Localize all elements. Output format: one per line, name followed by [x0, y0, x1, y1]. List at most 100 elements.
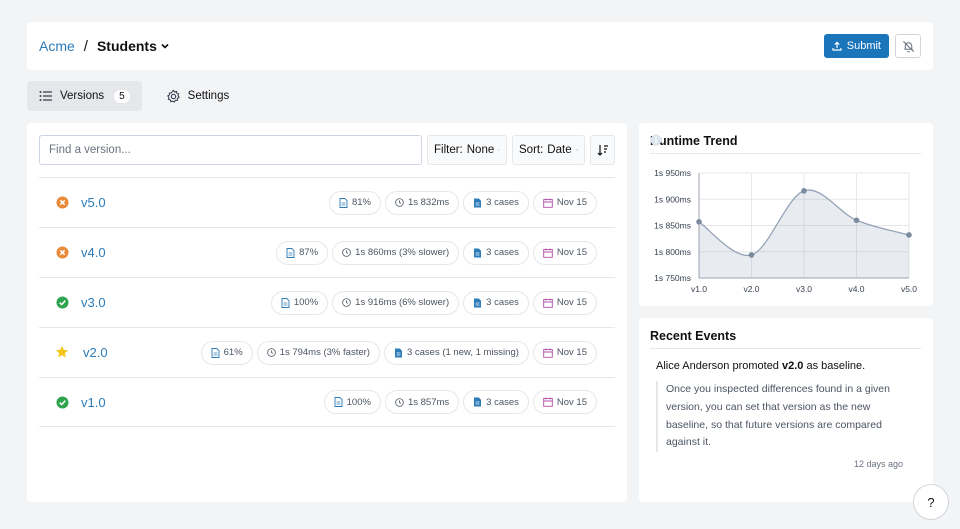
breadcrumb-team-link[interactable]: Acme	[39, 38, 75, 54]
cases-value: 3 cases	[486, 197, 519, 208]
coverage-value: 87%	[299, 247, 319, 258]
cases-pill: 3 cases	[463, 190, 529, 215]
date-pill: Nov 15	[532, 190, 597, 215]
runtime-value: 1s 860ms (3% slower)	[355, 247, 450, 258]
versions-panel: Filter: None Sort: Date v5.0 81% 1s 832ms 3…	[27, 123, 627, 502]
y-tick-label: 1s 800ms	[654, 247, 691, 257]
sort-direction-button[interactable]	[590, 135, 615, 165]
runtime-value: 1s 916ms (6% slower)	[355, 297, 450, 308]
x-tick-label: v1.0	[691, 284, 707, 294]
runtime-trend-title-wrap: Runtime Trend	[650, 134, 738, 148]
date-value: Nov 15	[556, 297, 587, 308]
cases-pill: 3 cases	[463, 390, 529, 414]
cases-pill: 3 cases (1 new, 1 missing)	[383, 340, 529, 365]
project-selector[interactable]: Students	[97, 38, 170, 54]
runtime-point[interactable]	[748, 252, 755, 258]
version-name-link[interactable]: v2.0	[83, 345, 108, 360]
coverage-document-icon	[211, 347, 220, 358]
event-action-pre: promoted	[732, 360, 779, 372]
date-pill: Nov 15	[532, 390, 597, 414]
version-name-link[interactable]: v3.0	[81, 295, 106, 310]
event-headline: Alice Anderson promoted v2.0 as baseline…	[656, 360, 865, 372]
cases-value: 3 cases	[486, 297, 519, 308]
date-pill: Nov 15	[532, 240, 597, 265]
failed-status-icon	[56, 196, 69, 209]
y-tick-label: 1s 900ms	[654, 194, 691, 204]
coverage-pill: 81%	[328, 190, 381, 215]
runtime-area	[699, 190, 909, 278]
runtime-point[interactable]	[853, 217, 860, 224]
coverage-value: 81%	[351, 197, 371, 208]
tab-versions[interactable]: Versions 5	[27, 81, 142, 111]
date-pill: Nov 15	[532, 290, 597, 315]
coverage-pill: 100%	[323, 390, 381, 414]
version-row[interactable]: v4.0 87% 1s 860ms (3% slower) 3 cases Nov 15	[39, 227, 615, 277]
submit-button[interactable]: Submit	[823, 34, 889, 58]
x-tick-label: v2.0	[743, 284, 759, 294]
failed-status-icon	[56, 246, 69, 259]
sort-value: Date	[547, 144, 572, 156]
calendar-icon	[543, 248, 553, 258]
search-input[interactable]	[39, 135, 422, 165]
sort-descending-icon	[597, 145, 608, 156]
cases-value: 3 cases	[486, 247, 519, 258]
version-stats: 61% 1s 794ms (3% faster) 3 cases (1 new, 1…	[200, 340, 597, 365]
version-row[interactable]: v2.0 61% 1s 794ms (3% faster) 3 cases (1 ne…	[39, 327, 615, 377]
date-value: Nov 15	[556, 347, 587, 358]
help-button[interactable]: ?	[913, 484, 949, 520]
coverage-document-icon	[281, 297, 290, 308]
calendar-icon	[543, 397, 553, 407]
runtime-point[interactable]	[696, 219, 702, 225]
top-bar: Acme / Students Submit	[27, 22, 933, 70]
cases-document-icon	[474, 248, 482, 257]
version-name-link[interactable]: v4.0	[81, 245, 106, 260]
clock-icon	[395, 397, 404, 407]
coverage-pill: 100%	[270, 290, 329, 315]
info-icon[interactable]	[650, 134, 662, 146]
cases-pill: 3 cases	[463, 290, 529, 315]
coverage-value: 100%	[293, 297, 319, 308]
version-list: v5.0 81% 1s 832ms 3 cases Nov 15 v4.0 87% 1s 86…	[39, 177, 615, 427]
calendar-icon	[543, 348, 553, 358]
sort-dropdown[interactable]: Sort: Date	[512, 135, 585, 165]
runtime-value: 1s 832ms	[407, 197, 450, 208]
tab-settings[interactable]: Settings	[154, 81, 242, 111]
version-stats: 100% 1s 857ms 3 cases Nov 15	[323, 390, 597, 414]
runtime-trend-divider	[650, 153, 921, 154]
filter-value: None	[466, 144, 495, 156]
y-tick-label: 1s 750ms	[654, 273, 691, 283]
coverage-value: 100%	[346, 396, 371, 408]
date-pill: Nov 15	[532, 340, 597, 365]
runtime-point[interactable]	[906, 232, 912, 238]
runtime-point[interactable]	[801, 188, 807, 194]
filter-label: Filter:	[434, 144, 463, 156]
version-row[interactable]: v1.0 100% 1s 857ms 3 cases Nov 15	[39, 377, 615, 427]
breadcrumb-separator: /	[83, 37, 88, 55]
version-stats: 81% 1s 832ms 3 cases Nov 15	[328, 190, 597, 215]
topbar-actions: Submit	[823, 34, 921, 58]
version-name-link[interactable]: v1.0	[81, 394, 106, 410]
cases-document-icon	[394, 348, 402, 357]
cases-document-icon	[474, 298, 482, 307]
version-row[interactable]: v3.0 100% 1s 916ms (6% slower) 3 cases Nov 1…	[39, 277, 615, 327]
filter-dropdown[interactable]: Filter: None	[427, 135, 507, 165]
x-tick-label: v4.0	[848, 284, 864, 294]
x-tick-label: v5.0	[901, 284, 917, 294]
event-timestamp: 12 days ago	[853, 459, 903, 469]
coverage-document-icon	[339, 197, 348, 208]
recent-events-divider	[650, 348, 921, 349]
passed-status-icon	[56, 296, 69, 309]
notifications-mute-button[interactable]	[895, 34, 921, 58]
runtime-pill: 1s 860ms (3% slower)	[332, 240, 460, 265]
coverage-document-icon	[286, 247, 295, 258]
chevron-down-icon	[161, 43, 169, 49]
list-icon	[39, 91, 52, 101]
x-tick-label: v3.0	[796, 284, 812, 294]
bell-off-icon	[902, 40, 914, 52]
version-row[interactable]: v5.0 81% 1s 832ms 3 cases Nov 15	[39, 177, 615, 227]
version-name-link[interactable]: v5.0	[81, 195, 106, 210]
upload-icon	[832, 41, 842, 51]
tab-settings-label: Settings	[187, 90, 230, 102]
recent-events-card: Recent Events Alice Anderson promoted v2…	[639, 318, 933, 502]
chevron-down-icon	[575, 149, 578, 151]
